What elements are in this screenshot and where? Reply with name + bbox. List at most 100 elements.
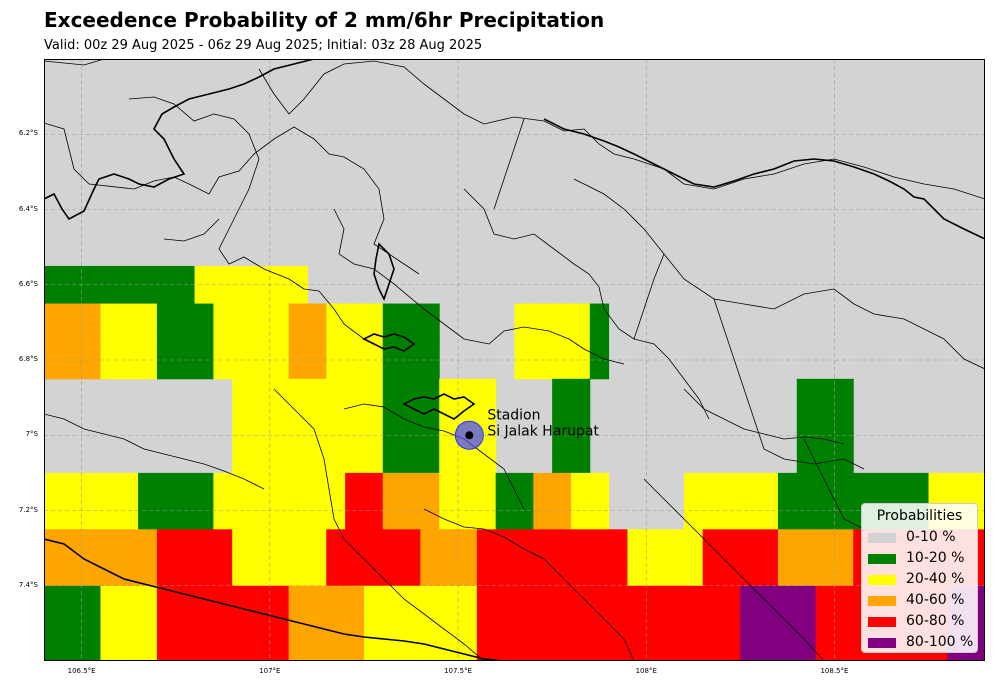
probability-cell (420, 623, 440, 643)
probability-cell (721, 623, 741, 643)
probability-cell (401, 378, 421, 399)
probability-cell (458, 642, 478, 661)
probability-cell (326, 416, 346, 436)
probability-cell (307, 322, 327, 342)
probability-cell (288, 510, 308, 530)
probability-cell (495, 472, 515, 493)
probability-cell (646, 585, 666, 606)
probability-cell (458, 454, 478, 474)
probability-cell (382, 604, 403, 624)
probability-cell (495, 510, 515, 530)
probability-cell (514, 360, 534, 380)
probability-cell (156, 510, 177, 530)
probability-cell (834, 491, 854, 511)
probability-cell (100, 604, 120, 624)
probability-cell (232, 623, 252, 643)
probability-cell (401, 303, 421, 323)
probability-cell (62, 491, 83, 511)
probability-cell (269, 360, 290, 380)
probability-cell (420, 510, 440, 530)
probability-cell (759, 510, 779, 530)
probability-cell (420, 548, 440, 568)
probability-cell (213, 472, 233, 493)
probability-cell (194, 529, 214, 549)
probability-cell (420, 322, 440, 342)
probability-cell (552, 548, 572, 568)
probability-cell (796, 491, 817, 511)
y-tick-label: 6.8°S (18, 355, 38, 363)
legend-swatch (868, 617, 896, 627)
y-tick-label: 7.2°S (18, 505, 38, 514)
probability-cell (382, 397, 403, 417)
probability-cell (175, 341, 196, 361)
probability-cell (81, 585, 101, 606)
probability-cell (100, 491, 120, 511)
probability-cell (119, 341, 139, 361)
probability-cell (458, 510, 478, 530)
probability-cell (570, 397, 591, 417)
probability-cell (307, 529, 327, 549)
probability-cell (44, 341, 64, 361)
probability-cell (740, 548, 760, 568)
x-tick-label: 108°E (635, 667, 657, 675)
probability-cell (777, 566, 798, 587)
probability-cell (646, 623, 666, 643)
probability-cell (269, 454, 290, 474)
probability-cell (307, 548, 327, 568)
probability-cell (796, 378, 817, 399)
probability-cell (401, 510, 421, 530)
probability-cell (138, 548, 158, 568)
probability-cell (420, 397, 440, 417)
probability-cell (382, 623, 403, 643)
probability-cell (269, 472, 290, 493)
probability-cell (326, 378, 346, 399)
probability-cell (683, 566, 704, 587)
probability-cell (288, 585, 308, 606)
probability-cell (665, 529, 685, 549)
probability-cell (533, 510, 553, 530)
probability-cell (401, 491, 421, 511)
legend-swatch (868, 575, 896, 585)
probability-cell (326, 472, 346, 493)
probability-cell (213, 491, 233, 511)
probability-cell (420, 604, 440, 624)
probability-cell (62, 341, 83, 361)
probability-cell (401, 416, 421, 436)
probability-cell (420, 491, 440, 511)
probability-cell (646, 548, 666, 568)
probability-cell (570, 510, 591, 530)
probability-map: Stadion Si Jalak Harupat (44, 59, 985, 661)
probability-cell (514, 303, 534, 323)
legend-label: 10-20 % (906, 550, 965, 566)
probability-cell (439, 491, 459, 511)
probability-cell (552, 510, 572, 530)
probability-cell (570, 416, 591, 436)
probability-cell (589, 341, 610, 361)
probability-cell (740, 566, 760, 587)
probability-cell (683, 548, 704, 568)
probability-cell (627, 566, 647, 587)
probability-cell (552, 623, 572, 643)
probability-cell (834, 604, 854, 624)
probability-cell (62, 265, 83, 286)
probability-cell (232, 378, 252, 399)
probability-cell (777, 510, 798, 530)
probability-cell (269, 397, 290, 417)
admin-boundary (423, 508, 635, 661)
probability-cell (420, 454, 440, 474)
probability-cell (570, 623, 591, 643)
probability-cell (777, 491, 798, 511)
legend-swatch (868, 533, 896, 543)
probability-cell (815, 623, 835, 643)
probability-cell (834, 397, 854, 417)
probability-cell (608, 566, 628, 587)
probability-cell (251, 491, 271, 511)
probability-cell (608, 642, 628, 661)
probability-cell (552, 435, 572, 455)
probability-cell (307, 303, 327, 323)
probability-cell (514, 585, 534, 606)
probability-cell (194, 604, 214, 624)
probability-cell (119, 623, 139, 643)
probability-cell (251, 529, 271, 549)
probability-cell (288, 454, 308, 474)
